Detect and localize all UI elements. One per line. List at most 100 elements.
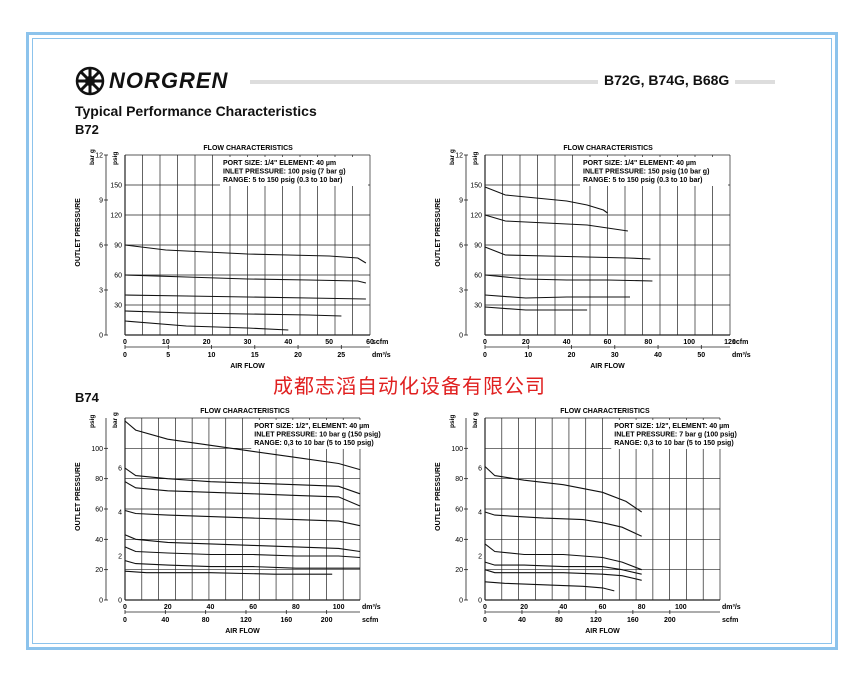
annotation-line: INLET PRESSURE: 100 psig (7 bar g) [223, 169, 346, 176]
x-primary-unit: scfm [372, 339, 388, 346]
y-right-tick-label: 6 [118, 466, 122, 473]
chart-b72-100psig: FLOW CHARACTERISTICS PORT SIZE: 1/4" ELEM… [75, 145, 391, 370]
y-left-tick-label: 80 [455, 476, 463, 483]
norgren-logo-icon [75, 66, 105, 96]
x-axis-label: AIR FLOW [225, 628, 260, 635]
x-secondary-tick-label: 20 [294, 352, 302, 359]
x-primary-tick-label: 60 [604, 339, 612, 346]
x-primary-tick-label: 100 [675, 604, 687, 611]
x-primary-tick-label: 40 [563, 339, 571, 346]
series-line [124, 294, 366, 300]
page-frame [26, 32, 838, 650]
x-primary-tick-label: 100 [333, 604, 345, 611]
series-line [484, 569, 642, 581]
y-left-tick-label: 60 [95, 507, 103, 514]
annotation-line: INLET PRESSURE: 150 psig (10 bar g) [583, 169, 709, 176]
series-line [484, 214, 628, 232]
y-left-tick-label: 6 [99, 243, 103, 250]
x-secondary-tick-label: 160 [280, 617, 292, 624]
series-line [124, 560, 360, 569]
y-right-tick-label: 30 [474, 303, 482, 310]
x-primary-tick-label: 50 [325, 339, 333, 346]
y-left-tick-label: 0 [459, 333, 463, 340]
x-primary-tick-label: 20 [522, 339, 530, 346]
y-right-tick-label: 120 [470, 213, 482, 220]
y-right-tick-label: 150 [470, 183, 482, 190]
y-left-tick-label: 9 [459, 198, 463, 205]
y-left-unit: psig [449, 415, 456, 428]
annotation-line: RANGE: 5 to 150 psig (0.3 to 10 bar) [223, 177, 342, 184]
x-primary-unit: dm³/s [362, 604, 381, 611]
annotation-box [611, 420, 730, 449]
model-numbers: B72G, B74G, B68G [598, 72, 736, 88]
x-secondary-tick-label: 0 [123, 617, 127, 624]
annotation-line: INLET PRESSURE: 10 bar g (150 psig) [254, 432, 380, 439]
y-left-tick-label: 20 [95, 567, 103, 574]
x-axis-label: AIR FLOW [590, 363, 625, 370]
annotation-line: PORT SIZE: 1/4" ELEMENT: 40 µm [223, 160, 336, 167]
series-line [484, 561, 642, 575]
y-left-tick-label: 60 [455, 507, 463, 514]
x-secondary-tick-label: 200 [321, 617, 333, 624]
y-axis-label: OUTLET PRESSURE [435, 198, 442, 267]
series-line [484, 306, 588, 311]
series-line [484, 511, 642, 537]
series-line [124, 570, 333, 575]
series-line [484, 186, 608, 214]
annotation-box [220, 157, 368, 186]
y-left-unit: psig [89, 415, 96, 428]
y-right-tick-label: 0 [118, 598, 122, 605]
x-primary-tick-label: 100 [683, 339, 695, 346]
x-secondary-tick-label: 160 [627, 617, 639, 624]
y-left-tick-label: 100 [91, 446, 103, 453]
series-line [124, 320, 289, 331]
x-primary-tick-label: 0 [483, 604, 487, 611]
series-line [484, 581, 615, 592]
x-primary-tick-label: 20 [520, 604, 528, 611]
x-secondary-unit: dm³/s [372, 352, 391, 359]
y-right-unit: bar g [472, 412, 479, 428]
series-line [124, 310, 342, 317]
y-left-unit: bar g [89, 149, 96, 165]
series-line [124, 244, 367, 264]
x-secondary-tick-label: 50 [697, 352, 705, 359]
y-right-tick-label: 150 [110, 183, 122, 190]
series-line [484, 466, 643, 513]
y-left-tick-label: 3 [99, 288, 103, 295]
y-right-tick-label: 60 [114, 273, 122, 280]
x-primary-unit: scfm [732, 339, 748, 346]
y-right-tick-label: 120 [110, 213, 122, 220]
y-right-tick-label: 2 [478, 554, 482, 561]
series-line [124, 481, 361, 507]
y-left-tick-label: 100 [451, 446, 463, 453]
brand-logo: NORGREN [75, 66, 228, 96]
y-right-tick-label: 90 [474, 243, 482, 250]
chart-title: FLOW CHARACTERISTICS [560, 408, 650, 415]
x-primary-tick-label: 60 [366, 339, 374, 346]
x-secondary-tick-label: 30 [611, 352, 619, 359]
series-line [124, 467, 361, 495]
section-label-b74: B74 [75, 390, 99, 405]
series-line [124, 546, 361, 559]
page-frame-inner [32, 38, 832, 644]
x-axis-label: AIR FLOW [230, 363, 265, 370]
y-left-tick-label: 9 [99, 198, 103, 205]
y-right-tick-label: 30 [114, 303, 122, 310]
annotation-line: PORT SIZE: 1/2", ELEMENT: 40 µm [254, 423, 369, 430]
watermark-text: 成都志滔自动化设备有限公司 [273, 374, 546, 398]
y-right-tick-label: 90 [114, 243, 122, 250]
x-primary-tick-label: 20 [164, 604, 172, 611]
y-right-tick-label: 4 [118, 510, 122, 517]
series-line [484, 246, 651, 260]
section-label-b72: B72 [75, 122, 99, 137]
x-secondary-unit: scfm [362, 617, 378, 624]
series-line [484, 274, 653, 282]
x-primary-tick-label: 0 [123, 339, 127, 346]
x-secondary-tick-label: 80 [555, 617, 563, 624]
annotation-box [580, 157, 728, 186]
header-rule [250, 80, 775, 84]
y-right-tick-label: 4 [478, 510, 482, 517]
x-secondary-tick-label: 120 [240, 617, 252, 624]
y-right-tick-label: 6 [478, 466, 482, 473]
annotation-line: PORT SIZE: 1/2", ELEMENT: 40 µm [614, 423, 729, 430]
